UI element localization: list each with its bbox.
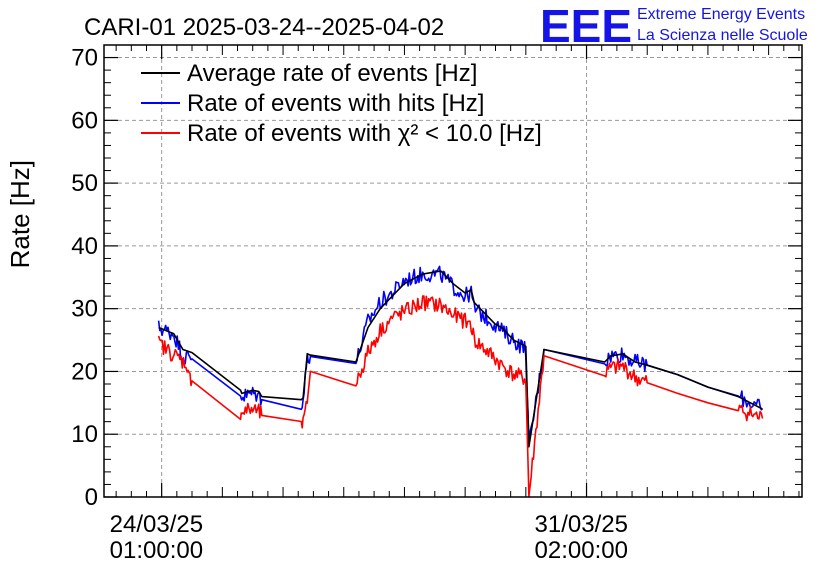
x-tick-label-time: 02:00:00 [535,537,628,564]
x-tick-label-date: 24/03/25 [110,511,203,538]
legend-label: Rate of events with χ² < 10.0 [Hz] [187,120,542,147]
legend-label: Average rate of events [Hz] [187,60,477,87]
logo-text: EEE [540,0,632,52]
series-line-1 [157,265,763,443]
y-tick-label: 10 [71,421,98,448]
series-line-0 [158,270,763,448]
legend-label: Rate of events with hits [Hz] [187,90,484,117]
y-tick-label: 30 [71,296,98,323]
y-axis-label: Rate [Hz] [5,160,35,268]
x-tick-label-date: 31/03/25 [535,511,628,538]
legend: Average rate of events [Hz] Rate of event… [141,60,542,147]
y-tick-label: 40 [71,233,98,260]
y-tick-label: 60 [71,107,98,134]
series-line-2 [157,295,764,498]
y-tick-label: 50 [71,170,98,197]
logo-line-2: La Scienza nelle Scuole [637,27,808,44]
grid [104,45,802,497]
chart-title: CARI-01 2025-03-24--2025-04-02 [84,14,444,41]
logo-line-1: Extreme Energy Events [637,6,805,23]
eee-logo: EEE Extreme Energy Events La Scienza nel… [540,0,808,52]
y-tick-label: 70 [71,45,98,72]
y-tick-label: 20 [71,358,98,385]
series-layer [157,265,764,498]
y-tick-label: 0 [85,484,98,511]
x-tick-label-time: 01:00:00 [110,537,203,564]
